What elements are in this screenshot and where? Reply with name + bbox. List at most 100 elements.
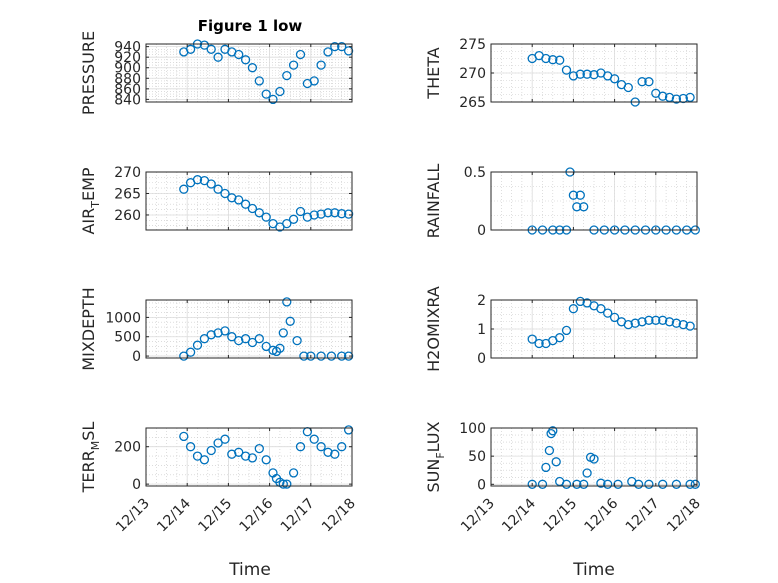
data-point: [309, 210, 319, 220]
panel-terr_msl: 0 200 12/13 12/14 12/15 12/16 12/17 12/18 TERRMS…: [79, 422, 359, 536]
y-tick-label: 860: [114, 82, 141, 98]
data-point: [343, 425, 354, 435]
data-point: [306, 351, 316, 361]
axes-box: [145, 299, 353, 359]
data-point: [613, 479, 623, 489]
axes-box: [145, 43, 353, 103]
data-point: [275, 343, 285, 353]
data-point: [316, 442, 326, 452]
data-point: [582, 69, 592, 79]
data-point: [575, 190, 585, 200]
data-point: [658, 91, 668, 101]
data-point: [261, 341, 271, 352]
data-point: [343, 46, 354, 56]
panel-sun_flux: 0 50 100 12/13 12/14 12/15 12/16 12/17 12/18 SUNF…: [424, 421, 704, 535]
data-point: [261, 455, 271, 465]
x-tick-label: 12/17: [278, 496, 318, 536]
data-point: [254, 334, 264, 344]
data-point: [316, 351, 326, 361]
data-point: [199, 334, 210, 344]
data-point: [206, 44, 216, 54]
y-axis-label-subscript: T: [89, 201, 102, 209]
data-point: [288, 60, 299, 70]
data-point: [275, 86, 285, 97]
y-axis-label: H2OMIXRA: [424, 286, 443, 372]
data-point: [623, 82, 633, 93]
y-tick-label: 0: [477, 351, 486, 367]
data-point: [637, 317, 647, 327]
data-point: [690, 479, 700, 489]
data-point: [179, 431, 189, 442]
data-point: [247, 337, 258, 348]
axes-box: [490, 427, 698, 487]
x-tick-label: 12/16: [582, 495, 622, 535]
panel-theta: 265 270 275 THETA: [424, 37, 698, 111]
data-point: [254, 443, 264, 454]
data-point: [644, 479, 654, 489]
data-point: [295, 442, 306, 452]
x-tick-label: 12/18: [319, 496, 359, 536]
data-point: [561, 65, 572, 75]
data-point: [337, 351, 347, 361]
data-point: [555, 333, 565, 343]
data-point: [278, 328, 288, 338]
data-point: [633, 479, 644, 489]
data-point: [299, 351, 309, 361]
data-point: [247, 63, 258, 73]
y-axis-label-rest: SL: [79, 422, 98, 441]
y-tick-label: 2: [477, 293, 486, 309]
y-axis-label-main: RAINFALL: [424, 164, 443, 239]
data-point: [261, 212, 271, 222]
panel-rainfall: 0 0.5 RAINFALL: [424, 164, 700, 239]
data-point: [589, 70, 599, 80]
x-tick-label: 12/16: [237, 495, 277, 535]
data-point: [678, 319, 688, 330]
y-tick-label: 1: [477, 322, 486, 338]
data-point: [213, 438, 223, 448]
data-point: [658, 315, 668, 325]
axes-box: [145, 171, 353, 231]
data-point: [596, 478, 606, 488]
data-point: [575, 296, 585, 307]
axes-box: [490, 171, 698, 231]
y-tick-label: 265: [459, 95, 486, 111]
data-point: [254, 208, 264, 218]
data-point: [234, 447, 244, 457]
data-point: [537, 479, 548, 489]
data-point: [179, 184, 189, 194]
y-axis-label-main: SUN: [424, 459, 443, 493]
data-point: [282, 218, 292, 229]
data-point: [234, 195, 244, 205]
x-tick-label: 12/13: [458, 496, 498, 536]
data-point: [685, 321, 695, 331]
y-axis-label: AIRTEMP: [79, 167, 102, 234]
data-point: [337, 41, 347, 52]
data-point: [548, 55, 558, 65]
data-point: [220, 434, 230, 444]
panel-h2omixra: 0 1 2 H2OMIXRA: [424, 286, 698, 372]
data-point: [589, 454, 599, 464]
x-tick-label: 12/14: [154, 495, 194, 535]
data-point: [240, 334, 251, 344]
data-point: [278, 479, 288, 489]
data-point: [527, 479, 537, 489]
y-axis-label-rest: LUX: [424, 421, 443, 452]
data-point: [220, 326, 230, 336]
data-point: [234, 49, 244, 60]
y-axis-label: SUNFLUX: [424, 421, 447, 492]
y-axis-label-main: MIXDEPTH: [79, 287, 98, 370]
y-tick-label: 275: [459, 37, 486, 53]
data-point: [337, 209, 347, 219]
x-axis-label-right: Time: [572, 560, 615, 580]
y-tick-label: 880: [114, 71, 141, 87]
data-point: [261, 89, 271, 99]
data-point: [637, 77, 647, 87]
data-point: [206, 330, 216, 340]
x-tick-label: 12/18: [664, 496, 704, 536]
y-tick-label: 900: [114, 61, 141, 77]
data-point: [227, 332, 237, 342]
y-tick-label: 50: [468, 449, 486, 465]
data-point: [568, 304, 579, 314]
data-point: [644, 315, 654, 325]
